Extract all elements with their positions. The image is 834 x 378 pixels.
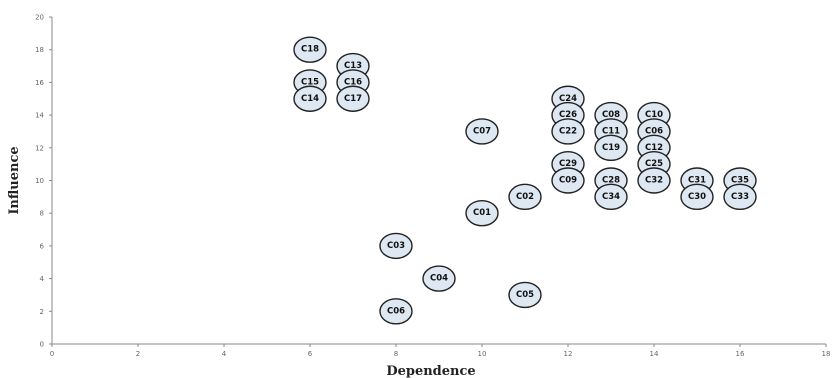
point-label: C18 — [301, 45, 319, 55]
y-tick-label: 4 — [40, 275, 45, 283]
point-label: C35 — [731, 176, 749, 186]
point-label: C30 — [688, 192, 706, 202]
point-label: C31 — [688, 176, 706, 186]
point-marker — [723, 183, 757, 211]
point-marker — [379, 298, 413, 325]
point-label: C32 — [645, 176, 663, 186]
point-marker — [293, 85, 327, 112]
point-marker — [508, 281, 542, 309]
point-marker — [680, 183, 714, 211]
x-axis-title: Dependence — [386, 364, 475, 378]
y-tick-label: 10 — [35, 177, 44, 185]
y-tick-label: 2 — [40, 308, 44, 316]
x-tick-label: 8 — [394, 350, 398, 358]
data-point-c07: C07 — [465, 118, 499, 145]
data-point-c19: C19 — [594, 134, 628, 162]
data-point-c17: C17 — [336, 85, 370, 112]
point-marker — [637, 167, 671, 194]
point-label: C05 — [516, 290, 534, 300]
point-label: C15 — [301, 77, 319, 87]
y-tick-label: 0 — [40, 341, 44, 349]
data-point-c05: C05 — [508, 281, 542, 309]
data-point-c01: C01 — [465, 199, 499, 227]
data-point-c06: C06 — [379, 298, 413, 325]
point-label: C11 — [602, 126, 620, 136]
point-label: C02 — [516, 192, 534, 202]
data-point-c33: C33 — [723, 183, 757, 211]
data-point-c03: C03 — [379, 232, 413, 260]
point-label: C07 — [473, 126, 491, 136]
point-label: C04 — [430, 274, 448, 284]
point-label: C08 — [602, 110, 620, 120]
point-label: C12 — [645, 143, 663, 153]
point-label: C14 — [301, 94, 319, 104]
point-label: C34 — [602, 192, 620, 202]
point-label: C29 — [559, 159, 577, 169]
point-label: C33 — [731, 192, 749, 202]
data-point-c30: C30 — [680, 183, 714, 211]
point-marker — [594, 183, 628, 211]
y-tick-label: 14 — [35, 112, 44, 120]
point-marker — [551, 167, 585, 194]
x-ticks: 0 2 4 6 8 10 12 14 16 18 — [50, 344, 831, 358]
data-point-c02: C02 — [508, 183, 542, 211]
y-tick-label: 8 — [40, 210, 44, 218]
point-label: C17 — [344, 94, 362, 104]
y-tick-label: 6 — [40, 242, 45, 250]
x-tick-label: 0 — [50, 350, 54, 358]
point-label: C25 — [645, 159, 663, 169]
y-ticks: 0 2 4 6 8 10 12 14 16 18 20 — [35, 14, 52, 349]
point-label: C26 — [559, 110, 577, 120]
point-label: C06 — [645, 126, 663, 136]
x-tick-label: 18 — [822, 350, 831, 358]
data-points: C18 C13 C15 C16 C14 C17 C07 C24 C26 C22 C29 C09 C08 C… — [293, 36, 757, 325]
y-tick-label: 18 — [35, 46, 44, 54]
x-tick-label: 2 — [136, 350, 140, 358]
data-point-c34: C34 — [594, 183, 628, 211]
point-marker — [594, 134, 628, 162]
data-point-c14: C14 — [293, 85, 327, 112]
point-label: C13 — [344, 61, 362, 71]
point-marker — [551, 118, 585, 145]
data-point-c32: C32 — [637, 167, 671, 194]
x-tick-label: 10 — [478, 350, 487, 358]
y-axis-title: Influence — [7, 146, 22, 214]
point-label: C16 — [344, 77, 362, 87]
x-tick-label: 4 — [222, 350, 227, 358]
point-label: C03 — [387, 241, 405, 251]
x-tick-label: 6 — [308, 350, 313, 358]
data-point-c18: C18 — [293, 36, 327, 63]
point-label: C10 — [645, 110, 663, 120]
point-label: C09 — [559, 176, 577, 186]
x-tick-label: 14 — [650, 350, 659, 358]
point-label: C19 — [602, 143, 620, 153]
point-marker — [336, 85, 370, 112]
data-point-c22: C22 — [551, 118, 585, 145]
point-marker — [465, 199, 499, 227]
point-marker — [508, 183, 542, 211]
point-marker — [422, 265, 456, 292]
point-label: C28 — [602, 176, 620, 186]
data-point-c09: C09 — [551, 167, 585, 194]
y-tick-label: 12 — [35, 144, 44, 152]
data-point-c04: C04 — [422, 265, 456, 292]
point-marker — [293, 36, 327, 63]
y-tick-label: 20 — [35, 14, 44, 22]
point-marker — [465, 118, 499, 145]
y-tick-label: 16 — [35, 79, 44, 87]
x-tick-label: 16 — [736, 350, 745, 358]
point-label: C01 — [473, 208, 491, 218]
point-label: C06 — [387, 306, 405, 316]
point-marker — [379, 232, 413, 260]
x-tick-label: 12 — [564, 350, 573, 358]
point-label: C24 — [559, 94, 577, 104]
point-label: C22 — [559, 126, 577, 136]
